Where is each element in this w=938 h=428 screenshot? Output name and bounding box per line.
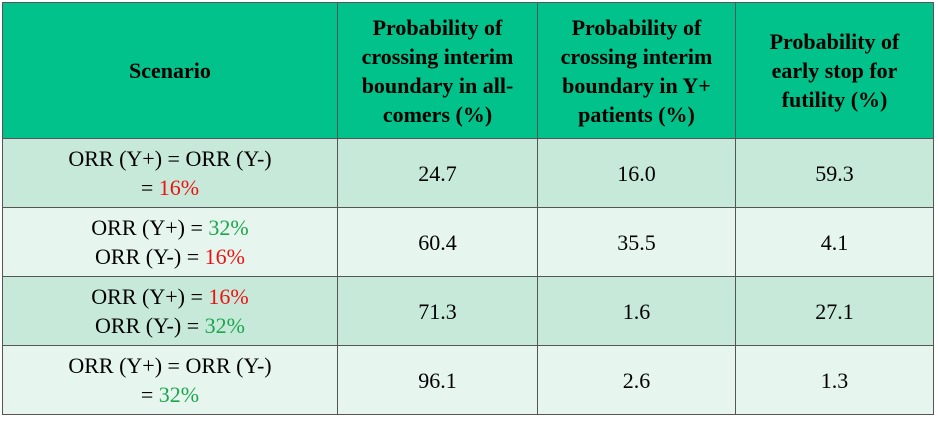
- scenario-text: 32%: [158, 382, 200, 407]
- scenario-text: 32%: [208, 215, 249, 240]
- header-row: Scenario Probability of crossing interim …: [2, 2, 934, 139]
- column-header: Scenario: [2, 2, 338, 139]
- scenario-text: ORR (Y+) = ORR (Y-): [68, 146, 272, 171]
- value-cell: 35.5: [537, 207, 736, 277]
- scenario-text: ORR (Y-) =: [95, 244, 205, 269]
- scenario-line: = 32%: [9, 380, 331, 409]
- table-row: ORR (Y+) = 32% ORR (Y-) = 16% 60.4 35.5 4.1: [2, 207, 934, 277]
- scenario-text: 16%: [158, 175, 200, 200]
- column-header: Probability of crossing interim boundary…: [337, 2, 538, 139]
- scenario-text: =: [140, 382, 159, 407]
- table-row: ORR (Y+) = ORR (Y-) = 16% 24.7 16.0 59.3: [2, 138, 934, 208]
- scenario-cell: ORR (Y+) = ORR (Y-) = 16%: [2, 138, 338, 208]
- column-header: Probability of early stop for futility (…: [735, 2, 934, 139]
- value-cell: 1.3: [735, 345, 934, 415]
- scenario-line: ORR (Y+) = ORR (Y-): [9, 144, 331, 173]
- value-cell: 24.7: [337, 138, 538, 208]
- scenario-line: ORR (Y+) = ORR (Y-): [9, 351, 331, 380]
- table-row: ORR (Y+) = ORR (Y-) = 32% 96.1 2.6 1.3: [2, 345, 934, 415]
- scenario-text: 16%: [204, 244, 245, 269]
- table-row: ORR (Y+) = 16% ORR (Y-) = 32% 71.3 1.6 27.1: [2, 276, 934, 346]
- scenario-line: ORR (Y-) = 32%: [9, 311, 331, 340]
- scenario-line: ORR (Y-) = 16%: [9, 242, 331, 271]
- value-cell: 2.6: [537, 345, 736, 415]
- scenario-text: 16%: [208, 284, 249, 309]
- scenario-text: 32%: [204, 313, 245, 338]
- value-cell: 59.3: [735, 138, 934, 208]
- value-cell: 16.0: [537, 138, 736, 208]
- scenario-cell: ORR (Y+) = ORR (Y-) = 32%: [2, 345, 338, 415]
- scenario-cell: ORR (Y+) = 32% ORR (Y-) = 16%: [2, 207, 338, 277]
- scenario-cell: ORR (Y+) = 16% ORR (Y-) = 32%: [2, 276, 338, 346]
- scenario-text: ORR (Y+) =: [91, 284, 209, 309]
- value-cell: 60.4: [337, 207, 538, 277]
- value-cell: 27.1: [735, 276, 934, 346]
- results-table: Scenario Probability of crossing interim …: [2, 2, 934, 415]
- scenario-text: ORR (Y-) =: [95, 313, 205, 338]
- column-header: Probability of crossing interim boundary…: [537, 2, 736, 139]
- scenario-line: ORR (Y+) = 16%: [9, 282, 331, 311]
- value-cell: 1.6: [537, 276, 736, 346]
- scenario-line: ORR (Y+) = 32%: [9, 213, 331, 242]
- scenario-text: =: [140, 175, 159, 200]
- scenario-line: = 16%: [9, 173, 331, 202]
- scenario-text: ORR (Y+) =: [91, 215, 209, 240]
- value-cell: 4.1: [735, 207, 934, 277]
- value-cell: 96.1: [337, 345, 538, 415]
- value-cell: 71.3: [337, 276, 538, 346]
- scenario-text: ORR (Y+) = ORR (Y-): [68, 353, 272, 378]
